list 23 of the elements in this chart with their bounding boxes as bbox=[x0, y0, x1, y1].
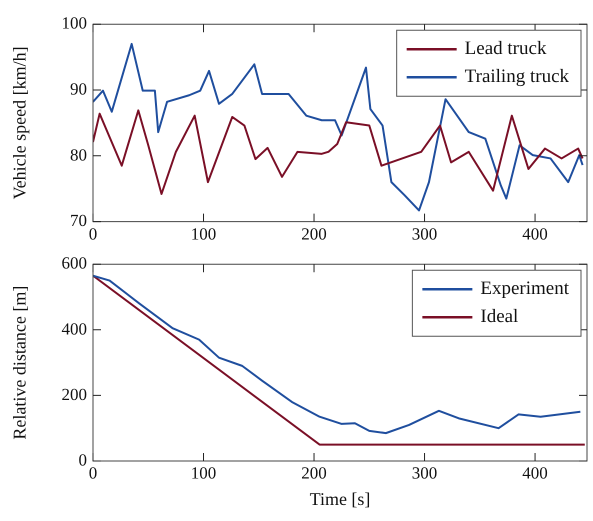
y-tick-label: 100 bbox=[62, 14, 87, 33]
x-axis-title: Time [s] bbox=[310, 488, 370, 509]
legend-label: Ideal bbox=[480, 306, 518, 328]
x-tick-label: 200 bbox=[301, 464, 327, 483]
x-tick-label: 400 bbox=[522, 464, 548, 483]
legend-label: Trailing truck bbox=[464, 66, 570, 88]
y-tick-label: 400 bbox=[62, 319, 87, 338]
y-axis-title: Relative distance [m] bbox=[10, 286, 30, 440]
y-axis-title: Vehicle speed [km/h] bbox=[10, 46, 30, 200]
x-tick-label: 100 bbox=[190, 464, 216, 483]
y-tick-label: 90 bbox=[70, 79, 87, 98]
x-tick-label: 200 bbox=[301, 224, 327, 244]
y-tick-label: 200 bbox=[62, 384, 87, 404]
y-tick-label: 70 bbox=[70, 211, 87, 230]
x-tick-label: 300 bbox=[412, 464, 438, 483]
y-tick-label: 600 bbox=[62, 254, 87, 273]
legend-label: Experiment bbox=[480, 278, 570, 300]
y-tick-label: 80 bbox=[70, 145, 87, 164]
legend-label: Lead truck bbox=[464, 38, 547, 60]
x-tick-label: 400 bbox=[522, 224, 548, 244]
x-tick-label: 300 bbox=[412, 224, 438, 244]
y-tick-label: 0 bbox=[78, 450, 87, 470]
x-tick-label: 100 bbox=[190, 224, 216, 244]
